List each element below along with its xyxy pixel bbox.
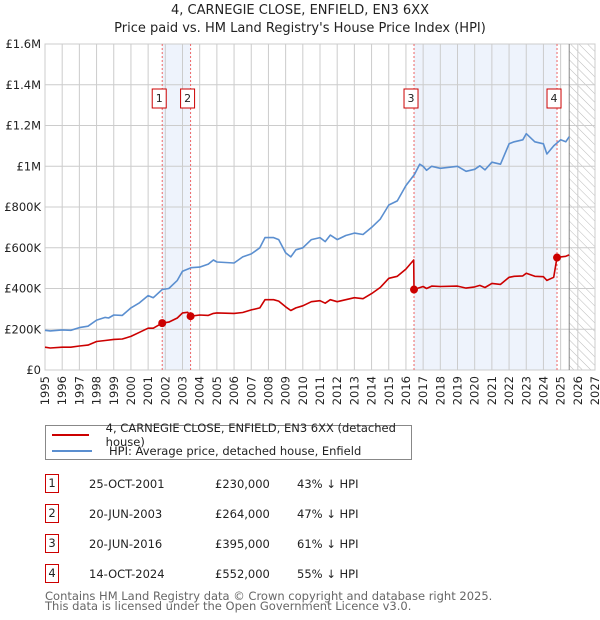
x-tick-label: 2002 (158, 376, 172, 405)
x-tick-label: 1999 (107, 376, 121, 405)
chart-subtitle: Price paid vs. HM Land Registry's House … (114, 21, 486, 36)
sale-price: £552,000 (215, 567, 270, 581)
x-tick-label: 1995 (38, 376, 52, 405)
x-tick-label: 2006 (227, 376, 241, 405)
sale-marker-box (403, 88, 419, 109)
table-row: 2 20-JUN-2003 £264,000 47% ↓ HPI (45, 504, 465, 524)
table-row: 3 20-JUN-2016 £395,000 61% ↓ HPI (45, 534, 465, 554)
x-tick-label: 2026 (571, 376, 585, 405)
sale-date: 25-OCT-2001 (89, 477, 165, 491)
sale-point (158, 319, 167, 328)
x-tick-label: 2009 (279, 376, 293, 405)
legend: 4, CARNEGIE CLOSE, ENFIELD, EN3 6XX (det… (45, 421, 412, 460)
legend-item-property: 4, CARNEGIE CLOSE, ENFIELD, EN3 6XX (det… (52, 421, 411, 449)
x-tick-label: 2008 (261, 376, 275, 405)
sale-price: £230,000 (215, 477, 270, 491)
sale-hpi-delta: 55% ↓ HPI (297, 567, 359, 581)
y-tick-label: £1.2M (5, 119, 41, 133)
y-tick-label: £1M (16, 159, 41, 173)
sale-hpi-delta: 47% ↓ HPI (297, 507, 359, 521)
x-tick-label: 1997 (72, 376, 86, 405)
chart-title: 4, CARNEGIE CLOSE, ENFIELD, EN3 6XX (171, 3, 429, 18)
x-tick-label: 2000 (124, 376, 138, 405)
y-tick-label: £400K (4, 282, 41, 296)
x-tick-label: 2007 (244, 376, 258, 405)
plot-border (44, 43, 596, 371)
y-tick-label: £0 (26, 363, 41, 377)
sale-point (410, 285, 419, 294)
table-row: 4 14-OCT-2024 £552,000 55% ↓ HPI (45, 564, 465, 584)
legend-swatch-blue (52, 450, 92, 452)
sale-marker-box (180, 88, 196, 109)
sale-number-badge: 2 (45, 504, 59, 523)
y-tick-label: £1.6M (5, 37, 41, 51)
sale-marker-number: 4 (551, 92, 558, 105)
sale-price: £264,000 (215, 507, 270, 521)
x-tick-label: 2021 (485, 376, 499, 405)
x-tick-label: 2027 (588, 376, 600, 405)
x-tick-label: 2016 (399, 376, 413, 405)
sale-number-badge: 3 (45, 534, 59, 553)
legend-swatch-red (52, 434, 89, 436)
legend-item-hpi: HPI: Average price, detached house, Enfi… (52, 443, 361, 459)
x-tick-label: 2001 (141, 376, 155, 405)
y-tick-label: £200K (4, 322, 41, 336)
x-tick-label: 2015 (382, 376, 396, 405)
sale-marker-number: 2 (184, 92, 191, 105)
footer-copyright: Contains HM Land Registry data © Crown c… (45, 589, 493, 603)
x-tick-label: 2019 (451, 376, 465, 405)
x-tick-label: 2012 (330, 376, 344, 405)
legend-label: 4, CARNEGIE CLOSE, ENFIELD, EN3 6XX (det… (105, 421, 396, 449)
sale-date: 20-JUN-2016 (89, 537, 163, 551)
x-tick-label: 2022 (502, 376, 516, 405)
x-tick-label: 2017 (416, 376, 430, 405)
sale-date: 20-JUN-2003 (89, 507, 163, 521)
x-tick-label: 2010 (296, 376, 310, 405)
legend-label: HPI: Average price, detached house, Enfi… (109, 444, 362, 458)
sale-date: 14-OCT-2024 (89, 567, 165, 581)
x-tick-label: 1996 (55, 376, 69, 405)
x-tick-label: 2003 (176, 376, 190, 405)
sale-number-badge: 1 (45, 474, 59, 493)
property-price-line (44, 254, 570, 349)
sale-hpi-delta: 61% ↓ HPI (297, 537, 359, 551)
x-tick-label: 2020 (468, 376, 482, 405)
x-tick-label: 2014 (365, 376, 379, 405)
x-tick-label: 2005 (210, 376, 224, 405)
x-tick-label: 2011 (313, 376, 327, 405)
x-tick-label: 2004 (193, 376, 207, 405)
sale-point (553, 253, 562, 262)
sale-hpi-delta: 43% ↓ HPI (297, 477, 359, 491)
x-tick-label: 2024 (536, 376, 550, 405)
sale-marker-number: 1 (156, 92, 163, 105)
sale-price: £395,000 (215, 537, 270, 551)
x-tick-label: 2025 (554, 376, 568, 405)
x-tick-label: 1998 (90, 376, 104, 405)
y-tick-label: £800K (4, 200, 41, 214)
x-tick-label: 2013 (347, 376, 361, 405)
y-tick-label: £600K (4, 241, 41, 255)
sale-number-badge: 4 (45, 564, 59, 583)
sale-marker-number: 3 (408, 92, 415, 105)
sale-marker-box (151, 88, 167, 109)
x-tick-label: 2023 (519, 376, 533, 405)
footer-licence: This data is licensed under the Open Gov… (45, 599, 412, 613)
chart-svg: 1995 1996 1997 1998 1999 2000 2001 2002 2003 2004… (4, 37, 600, 405)
x-tick-label: 2018 (433, 376, 447, 405)
table-row: 1 25-OCT-2001 £230,000 43% ↓ HPI (45, 474, 465, 494)
sale-marker-box (546, 88, 562, 109)
y-tick-label: £1.4M (5, 78, 41, 92)
sale-point (186, 312, 195, 321)
hpi-line (44, 132, 570, 332)
